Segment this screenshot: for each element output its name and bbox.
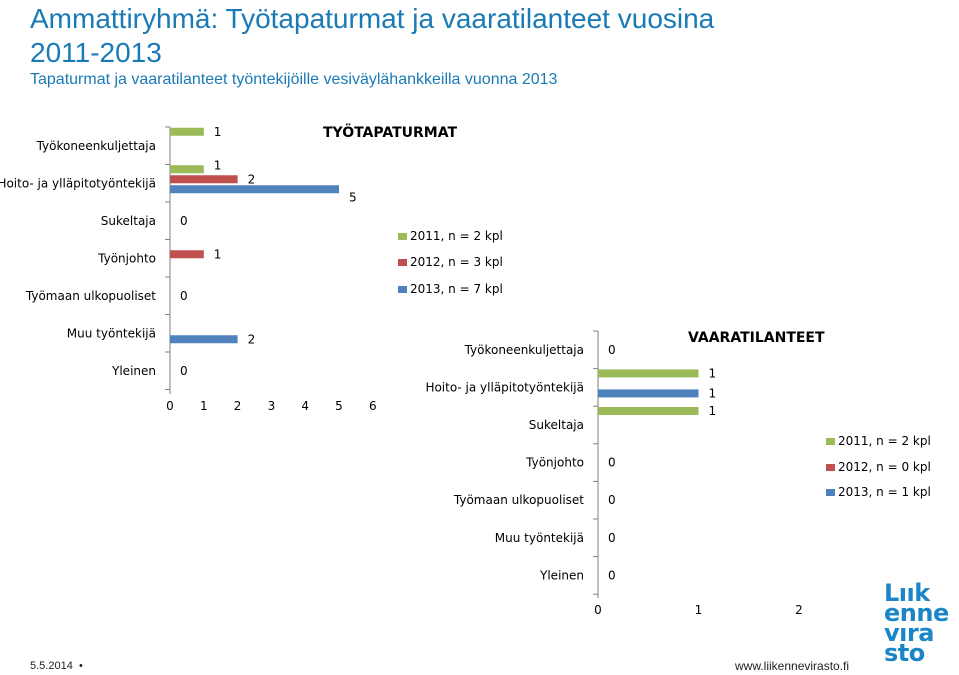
tapaturmat-category-label: Sukeltaja (101, 214, 156, 228)
vaaratilanteet-bar (598, 389, 699, 398)
tapaturmat-x-tick-label: 1 (200, 399, 208, 413)
tapaturmat-bar (170, 335, 238, 344)
page-subtitle: Tapaturmat ja vaaratilanteet työntekijöi… (30, 71, 558, 88)
tapaturmat-category-label: Työkoneenkuljettaja (36, 139, 156, 153)
tapaturmat-data-label: 2 (248, 332, 256, 346)
tapaturmat-bar (170, 175, 238, 184)
tapaturmat-data-label: 1 (214, 247, 222, 261)
footer-date-text: 5.5.2014 (30, 660, 73, 672)
tapaturmat-legend-swatch (398, 233, 407, 240)
vaaratilanteet-category-label: Työkoneenkuljettaja (464, 343, 584, 357)
vaaratilanteet-category-label: Muu työntekijä (495, 531, 584, 545)
tapaturmat-x-tick-label: 5 (335, 399, 343, 413)
tapaturmat-data-label: 2 (248, 172, 256, 186)
tapaturmat-category-label: Hoito- ja ylläpitotyöntekijä (0, 176, 156, 190)
tapaturmat-legend-entry: 2012, n = 3 kpl (410, 255, 503, 269)
logo-line: sto (884, 639, 925, 667)
tapaturmat-data-label: 0 (180, 289, 188, 303)
tapaturmat-x-tick-label: 0 (166, 399, 174, 413)
tapaturmat-legend-entry: 2011, n = 2 kpl (410, 229, 503, 243)
tapaturmat-category-label: Muu työntekijä (67, 326, 156, 340)
tapaturmat-bar (170, 185, 339, 194)
bullet-icon: • (75, 660, 83, 672)
liikennevirasto-logo: Lıık enne vıra sto (884, 579, 959, 667)
tapaturmat-legend-swatch (398, 259, 407, 266)
tapaturmat-x-tick-label: 3 (268, 399, 276, 413)
tapaturmat-category-label: Työmaan ulkopuoliset (25, 289, 156, 303)
vaaratilanteet-data-label: 1 (709, 404, 717, 418)
footer-url: www.liikennevirasto.fi (735, 659, 850, 673)
vaaratilanteet-legend-entry: 2013, n = 1 kpl (838, 485, 931, 499)
logo-line: enne (884, 599, 949, 627)
vaaratilanteet-legend-swatch (826, 464, 835, 471)
vaaratilanteet-x-tick-label: 1 (695, 603, 703, 617)
tapaturmat-category-label: Yleinen (111, 364, 156, 378)
tapaturmat-data-label: 1 (214, 125, 222, 139)
tapaturmat-legend-swatch (398, 286, 407, 293)
tapaturmat-data-label: 5 (349, 190, 357, 204)
vaaratilanteet-legend-entry: 2011, n = 2 kpl (838, 434, 931, 448)
vaaratilanteet-x-tick-label: 2 (795, 603, 803, 617)
tapaturmat-x-tick-label: 2 (234, 399, 242, 413)
vaaratilanteet-category-label: Sukeltaja (529, 418, 584, 432)
vaaratilanteet-legend-entry: 2012, n = 0 kpl (838, 460, 931, 474)
vaaratilanteet-legend-swatch (826, 489, 835, 496)
vaaratilanteet-chart-title: VAARATILANTEET (688, 330, 825, 346)
vaaratilanteet-data-label: 1 (709, 386, 717, 400)
vaaratilanteet-bar (598, 369, 699, 378)
tapaturmat-data-label: 1 (214, 158, 222, 172)
vaaratilanteet-x-tick-label: 0 (594, 603, 602, 617)
page-title: Ammattiryhmä: Työtapaturmat ja vaaratila… (30, 3, 715, 68)
vaaratilanteet-data-label: 0 (608, 493, 616, 507)
vaaratilanteet-data-label: 0 (608, 343, 616, 357)
tapaturmat-category-label: Työnjohto (97, 251, 156, 265)
vaaratilanteet-bar (598, 407, 699, 415)
vaaratilanteet-category-label: Hoito- ja ylläpitotyöntekijä (425, 380, 584, 394)
tapaturmat-legend-entry: 2013, n = 7 kpl (410, 282, 503, 296)
tapaturmat-bar (170, 165, 204, 174)
vaaratilanteet-category-label: Yleinen (539, 568, 584, 582)
tapaturmat-x-tick-label: 4 (301, 399, 309, 413)
logo-line: Lıık (884, 579, 930, 607)
vaaratilanteet-data-label: 0 (608, 531, 616, 545)
vaaratilanteet-category-label: Työnjohto (525, 456, 584, 470)
tapaturmat-data-label: 0 (180, 214, 188, 228)
logo-line: vıra (884, 619, 934, 647)
vaaratilanteet-data-label: 0 (608, 456, 616, 470)
vaaratilanteet-data-label: 0 (608, 568, 616, 582)
vaaratilanteet-legend-swatch (826, 438, 835, 445)
tapaturmat-chart-title: TYÖTAPATURMAT (323, 123, 457, 141)
tapaturmat-bar (170, 127, 204, 136)
footer-date: 5.5.2014 • (30, 660, 83, 672)
tapaturmat-bar (170, 250, 204, 259)
tapaturmat-x-tick-label: 6 (369, 399, 377, 413)
tapaturmat-data-label: 0 (180, 364, 188, 378)
vaaratilanteet-data-label: 1 (709, 366, 717, 380)
vaaratilanteet-category-label: Työmaan ulkopuoliset (453, 493, 584, 507)
